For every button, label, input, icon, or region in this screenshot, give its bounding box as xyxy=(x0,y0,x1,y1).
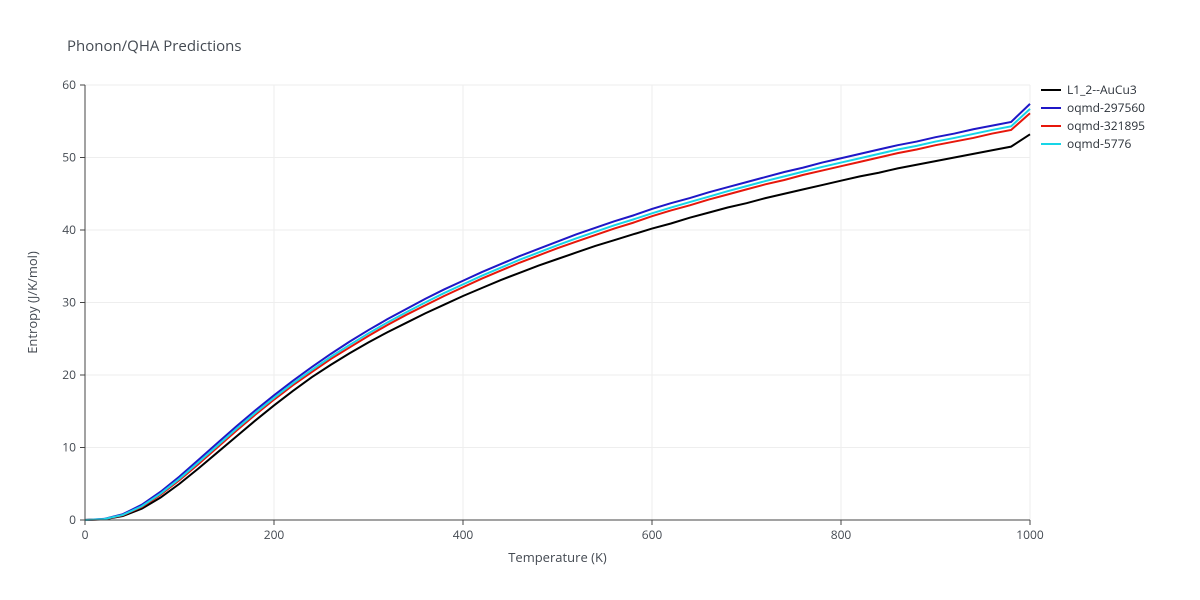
y-tick-label: 30 xyxy=(62,294,76,311)
legend-label[interactable]: oqmd-5776 xyxy=(1067,135,1131,152)
series-line[interactable] xyxy=(85,104,1030,520)
legend-label[interactable]: oqmd-321895 xyxy=(1067,117,1145,134)
y-tick-label: 0 xyxy=(69,511,76,528)
chart-svg: 0 200 400 600 800 1000 0 10 20 30 40 50 60 Temperatur… xyxy=(0,0,1200,600)
series-line[interactable] xyxy=(85,134,1030,520)
legend-label[interactable]: L1_2--AuCu3 xyxy=(1067,81,1137,98)
x-tick-label: 600 xyxy=(642,526,663,543)
x-axis-label: Temperature (K) xyxy=(508,548,607,566)
x-tick-label: 1000 xyxy=(1016,526,1044,543)
y-tick-label: 50 xyxy=(62,149,76,166)
x-tick-label: 200 xyxy=(264,526,285,543)
x-tick-label: 400 xyxy=(453,526,474,543)
chart-container: Phonon/QHA Predictions 02004006008001000… xyxy=(0,0,1200,600)
y-tick-label: 20 xyxy=(62,366,76,383)
y-tick-label: 10 xyxy=(62,439,76,456)
y-tick-label: 40 xyxy=(62,221,76,238)
y-axis-label: Entropy (J/K/mol) xyxy=(23,251,41,354)
y-tick-label: 60 xyxy=(62,76,76,93)
legend-label[interactable]: oqmd-297560 xyxy=(1067,99,1145,116)
x-tick-label: 800 xyxy=(831,526,852,543)
series-line[interactable] xyxy=(85,113,1030,520)
x-tick-label: 0 xyxy=(82,526,89,543)
chart-title: Phonon/QHA Predictions xyxy=(67,36,242,56)
